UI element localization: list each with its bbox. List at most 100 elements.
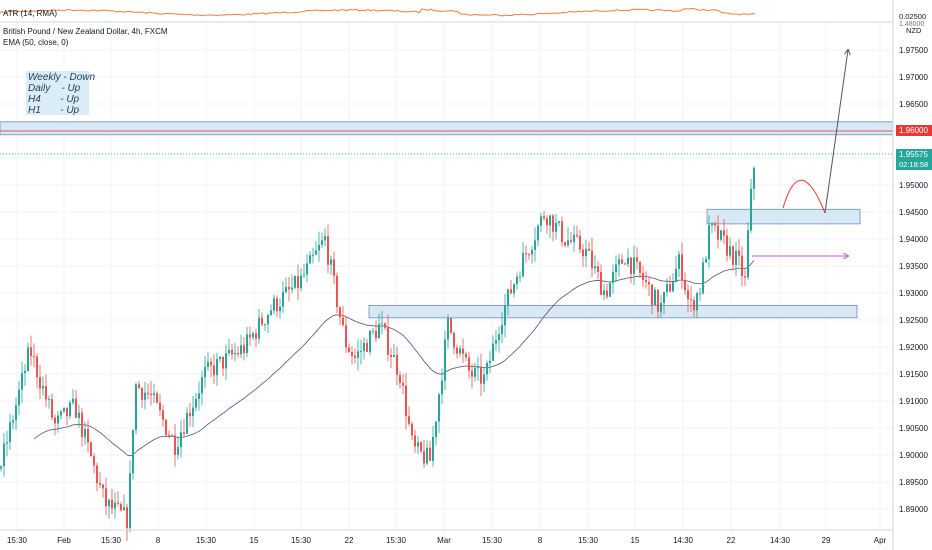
candle-body — [279, 306, 281, 312]
x-tick-label: Mar — [437, 536, 451, 545]
candle-body — [267, 314, 269, 325]
candle-body — [525, 253, 527, 255]
candle-body — [366, 342, 368, 352]
candle-body — [510, 289, 512, 294]
candle-body — [711, 223, 713, 226]
candle-body — [594, 266, 596, 269]
x-tick-label: Feb — [57, 536, 71, 545]
atr-legend[interactable]: ATR (14, RMA) — [3, 9, 58, 18]
candle-body — [171, 435, 173, 437]
candle-body — [465, 353, 467, 358]
candle-body — [534, 240, 536, 250]
candle-body — [351, 352, 353, 356]
zone-box — [706, 208, 861, 225]
x-tick-label: 15 — [250, 536, 259, 545]
candle-body — [159, 402, 161, 411]
candle-body — [438, 394, 440, 422]
candle-body — [33, 356, 35, 358]
candle-body — [723, 230, 725, 236]
candle-body — [597, 266, 599, 273]
candle-body — [489, 360, 491, 363]
candle-body — [519, 276, 521, 278]
candle-body — [138, 384, 140, 389]
candle-body — [576, 234, 578, 237]
candle-body — [753, 168, 755, 189]
projection-arrow — [824, 50, 848, 214]
candle-body — [30, 347, 32, 357]
y-tick-label: 1.89000 — [899, 505, 928, 514]
y-tick-label: 1.96500 — [899, 100, 928, 109]
candle-body — [633, 257, 635, 274]
candle-body — [546, 218, 548, 226]
y-tick-label: 1.91500 — [899, 370, 928, 379]
symbol-title[interactable]: British Pound / New Zealand Dollar, 4h, … — [3, 27, 168, 36]
candle-body — [384, 323, 386, 328]
zones — [0, 121, 894, 319]
candle-body — [258, 317, 260, 339]
ema-legend[interactable]: EMA (50, close, 0) — [3, 38, 69, 47]
candle-body — [651, 284, 653, 306]
candle-body — [666, 284, 668, 292]
candle-body — [333, 259, 335, 276]
y-tick-label: 1.92000 — [899, 343, 928, 352]
y-tick-label: 1.90000 — [899, 451, 928, 460]
candle-body — [717, 225, 719, 240]
y-tick-label: 1.92500 — [899, 316, 928, 325]
candle-body — [168, 434, 170, 436]
candle-body — [480, 366, 482, 384]
note-line-weekly: Weekly - Down — [28, 72, 96, 83]
candle-body — [687, 290, 689, 300]
candle-body — [531, 249, 533, 255]
candle-body — [636, 257, 638, 262]
candle-body — [120, 503, 122, 511]
candle-body — [612, 272, 614, 283]
candle-body — [504, 305, 506, 326]
candle-body — [249, 334, 251, 338]
candle-body — [252, 333, 254, 338]
candle-body — [114, 502, 116, 509]
candle-body — [36, 356, 38, 378]
candle-body — [243, 345, 245, 353]
candle-body — [228, 349, 230, 354]
candle-body — [330, 259, 332, 265]
candle-body — [270, 310, 272, 315]
candle-body — [663, 291, 665, 304]
candle-body — [117, 502, 119, 504]
candle-body — [645, 280, 647, 282]
candle-body — [339, 307, 341, 318]
candle-body — [75, 398, 77, 418]
candle-body — [369, 331, 371, 352]
candle-body — [744, 276, 746, 278]
candle-body — [714, 223, 716, 226]
candle-body — [729, 246, 731, 256]
candle-body — [165, 419, 167, 435]
x-tick-label: 15:30 — [7, 536, 28, 545]
candle-body — [459, 348, 461, 354]
candle-body — [375, 330, 377, 339]
candle-body — [408, 416, 410, 424]
candle-body — [678, 254, 680, 269]
candle-body — [231, 349, 233, 355]
candle-body — [738, 250, 740, 256]
candle-body — [522, 253, 524, 277]
candle-body — [24, 370, 26, 374]
candle-body — [111, 499, 113, 509]
candle-body — [675, 268, 677, 283]
x-tick-label: 15:30 — [196, 536, 217, 545]
candle-body — [129, 473, 131, 529]
candle-body — [741, 255, 743, 277]
candle-body — [318, 244, 320, 251]
candle-body — [477, 366, 479, 369]
candle-body — [450, 318, 452, 333]
candle-body — [192, 407, 194, 417]
y-tick-label: 1.95000 — [899, 181, 928, 190]
candle-body — [456, 347, 458, 354]
candle-body — [93, 456, 95, 466]
candle-body — [132, 429, 134, 474]
x-tick-label: 15:30 — [386, 536, 407, 545]
candle-body — [441, 380, 443, 395]
candle-body — [198, 393, 200, 399]
candle-body — [90, 442, 92, 457]
candle-body — [642, 272, 644, 281]
candle-body — [543, 216, 545, 219]
